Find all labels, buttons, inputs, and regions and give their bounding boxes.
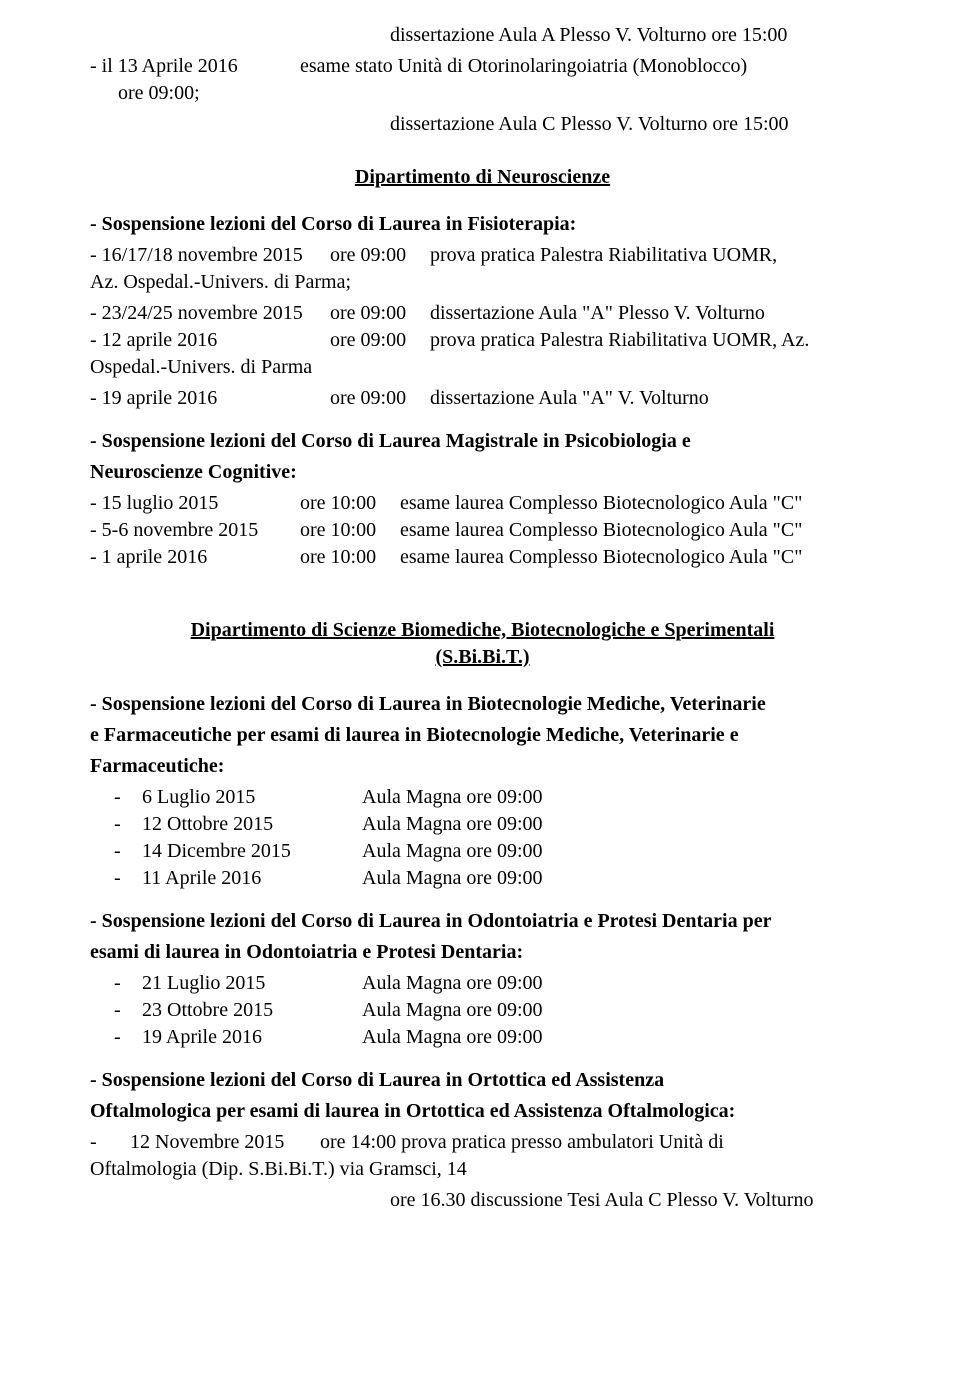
schedule-date: - 15 luglio 2015 (90, 490, 300, 517)
neuro-title: Dipartimento di Neuroscienze (355, 166, 610, 188)
dash-icon: - (114, 865, 142, 892)
schedule-date: - 12 aprile 2016 (90, 327, 330, 354)
list-value: Aula Magna ore 09:00 (362, 811, 875, 838)
list-item: -11 Aprile 2016Aula Magna ore 09:00 (114, 865, 875, 892)
intro-block: dissertazione Aula A Plesso V. Volturno … (90, 22, 875, 138)
dash-icon: - (114, 784, 142, 811)
intro-item-right: esame stato Unità di Otorinolaringoiatri… (300, 53, 875, 80)
list-date: 23 Ottobre 2015 (142, 997, 362, 1024)
dash-icon: - (114, 1024, 142, 1051)
intro-row: - il 13 Aprile 2016 esame stato Unità di… (90, 53, 875, 80)
list-value: Aula Magna ore 09:00 (362, 784, 875, 811)
list-date: 11 Aprile 2016 (142, 865, 362, 892)
ortottica-dash: - (90, 1129, 130, 1156)
dash-icon: - (114, 997, 142, 1024)
sbibit-title-l1: Dipartimento di Scienze Biomediche, Biot… (191, 619, 775, 641)
schedule-desc: esame laurea Complesso Biotecnologico Au… (400, 517, 875, 544)
list-date: 14 Dicembre 2015 (142, 838, 362, 865)
sbibit-title-l2: (S.Bi.Bi.T.) (435, 646, 529, 668)
schedule-row: - 5-6 novembre 2015ore 10:00esame laurea… (90, 517, 875, 544)
biotec-h3: Farmaceutiche: (90, 753, 875, 780)
dash-icon: - (114, 838, 142, 865)
fisio-line2: Az. Ospedal.-Univers. di Parma; (90, 269, 875, 296)
list-item: -19 Aprile 2016Aula Magna ore 09:00 (114, 1024, 875, 1051)
biotec-h1: - Sospensione lezioni del Corso di Laure… (90, 691, 875, 718)
intro-line4: dissertazione Aula C Plesso V. Volturno … (90, 111, 875, 138)
schedule-desc: dissertazione Aula "A" V. Volturno (430, 385, 875, 412)
neuro-title-wrap: Dipartimento di Neuroscienze (90, 164, 875, 191)
intro-line1: dissertazione Aula A Plesso V. Volturno … (90, 22, 875, 49)
schedule-desc: dissertazione Aula "A" Plesso V. Volturn… (430, 300, 875, 327)
ortottica-row: - 12 Novembre 2015 ore 14:00 prova prati… (90, 1129, 875, 1156)
list-item: -12 Ottobre 2015Aula Magna ore 09:00 (114, 811, 875, 838)
list-value: Aula Magna ore 09:00 (362, 1024, 875, 1051)
biotec-h2: e Farmaceutiche per esami di laurea in B… (90, 722, 875, 749)
list-date: 6 Luglio 2015 (142, 784, 362, 811)
fisio-heading: - Sospensione lezioni del Corso di Laure… (90, 211, 875, 238)
list-date: 19 Aprile 2016 (142, 1024, 362, 1051)
schedule-date: - 23/24/25 novembre 2015 (90, 300, 330, 327)
list-value: Aula Magna ore 09:00 (362, 997, 875, 1024)
schedule-time: ore 10:00 (300, 517, 400, 544)
dash-icon: - (114, 970, 142, 997)
schedule-row: - 16/17/18 novembre 2015ore 09:00prova p… (90, 242, 875, 269)
schedule-desc: prova pratica Palestra Riabilitativa UOM… (430, 242, 875, 269)
psico-rows: - 15 luglio 2015ore 10:00esame laurea Co… (90, 490, 875, 571)
ortottica-h1: - Sospensione lezioni del Corso di Laure… (90, 1067, 875, 1094)
psico-heading-l1: - Sospensione lezioni del Corso di Laure… (90, 428, 875, 455)
biotec-rows: -6 Luglio 2015Aula Magna ore 09:00-12 Ot… (90, 784, 875, 892)
ortottica-desc: ore 14:00 prova pratica presso ambulator… (320, 1129, 875, 1156)
schedule-time: ore 09:00 (330, 242, 430, 269)
schedule-time: ore 09:00 (330, 385, 430, 412)
schedule-desc: esame laurea Complesso Biotecnologico Au… (400, 490, 875, 517)
ortottica-l3: Oftalmologia (Dip. S.Bi.Bi.T.) via Grams… (90, 1156, 875, 1183)
odonto-h1: - Sospensione lezioni del Corso di Laure… (90, 908, 875, 935)
ortottica-l4: ore 16.30 discussione Tesi Aula C Plesso… (90, 1187, 875, 1214)
intro-item-left: - il 13 Aprile 2016 (90, 53, 300, 80)
list-date: 21 Luglio 2015 (142, 970, 362, 997)
intro-line3: ore 09:00; (90, 80, 875, 107)
list-item: -14 Dicembre 2015Aula Magna ore 09:00 (114, 838, 875, 865)
schedule-row: - 12 aprile 2016ore 09:00prova pratica P… (90, 327, 875, 354)
dash-icon: - (114, 811, 142, 838)
schedule-row: - 15 luglio 2015ore 10:00esame laurea Co… (90, 490, 875, 517)
schedule-date: - 16/17/18 novembre 2015 (90, 242, 330, 269)
ortottica-date: 12 Novembre 2015 (130, 1129, 320, 1156)
schedule-time: ore 10:00 (300, 544, 400, 571)
schedule-time: ore 09:00 (330, 327, 430, 354)
fisio-rows-2: - 23/24/25 novembre 2015ore 09:00dissert… (90, 300, 875, 354)
fisio-rows-3: - 19 aprile 2016ore 09:00dissertazione A… (90, 385, 875, 412)
sbibit-title-wrap: Dipartimento di Scienze Biomediche, Biot… (90, 617, 875, 671)
psico-heading-l2: Neuroscienze Cognitive: (90, 459, 875, 486)
schedule-desc: esame laurea Complesso Biotecnologico Au… (400, 544, 875, 571)
schedule-time: ore 09:00 (330, 300, 430, 327)
schedule-row: - 19 aprile 2016ore 09:00dissertazione A… (90, 385, 875, 412)
schedule-date: - 19 aprile 2016 (90, 385, 330, 412)
odonto-h2: esami di laurea in Odontoiatria e Protes… (90, 939, 875, 966)
schedule-date: - 5-6 novembre 2015 (90, 517, 300, 544)
schedule-desc: prova pratica Palestra Riabilitativa UOM… (430, 327, 875, 354)
odonto-rows: -21 Luglio 2015Aula Magna ore 09:00-23 O… (90, 970, 875, 1051)
ortottica-h2: Oftalmologica per esami di laurea in Ort… (90, 1098, 875, 1125)
list-item: -21 Luglio 2015Aula Magna ore 09:00 (114, 970, 875, 997)
list-item: -6 Luglio 2015Aula Magna ore 09:00 (114, 784, 875, 811)
list-item: -23 Ottobre 2015Aula Magna ore 09:00 (114, 997, 875, 1024)
list-value: Aula Magna ore 09:00 (362, 838, 875, 865)
fisio-line3: Ospedal.-Univers. di Parma (90, 354, 875, 381)
schedule-time: ore 10:00 (300, 490, 400, 517)
list-value: Aula Magna ore 09:00 (362, 970, 875, 997)
schedule-date: - 1 aprile 2016 (90, 544, 300, 571)
fisio-rows: - 16/17/18 novembre 2015ore 09:00prova p… (90, 242, 875, 269)
schedule-row: - 23/24/25 novembre 2015ore 09:00dissert… (90, 300, 875, 327)
schedule-row: - 1 aprile 2016ore 10:00esame laurea Com… (90, 544, 875, 571)
list-value: Aula Magna ore 09:00 (362, 865, 875, 892)
list-date: 12 Ottobre 2015 (142, 811, 362, 838)
